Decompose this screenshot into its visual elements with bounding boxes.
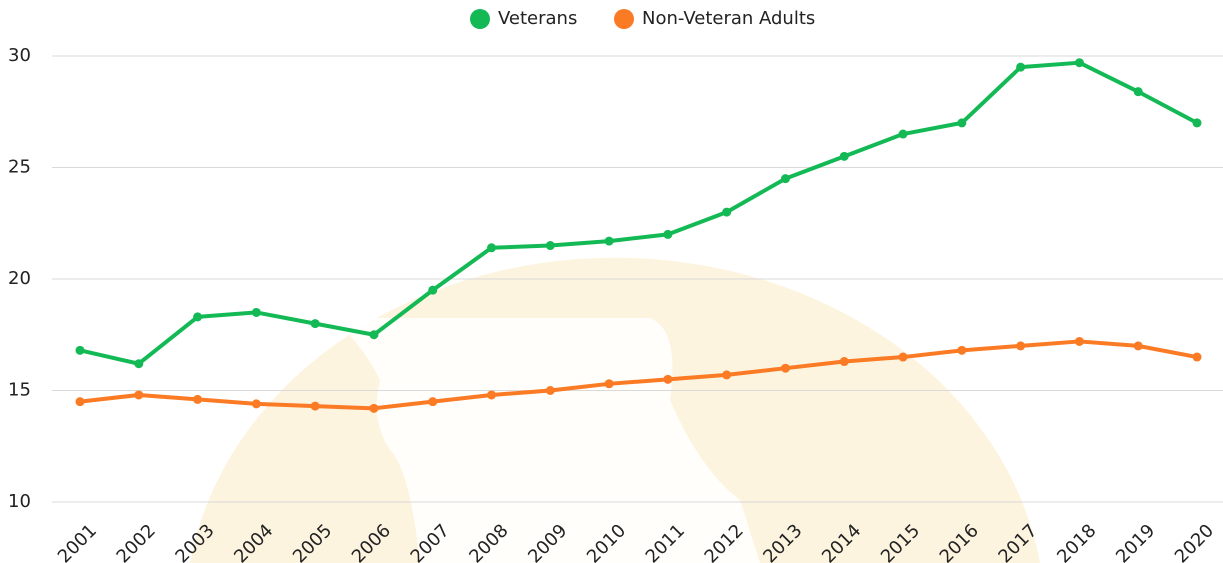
data-point: [369, 404, 378, 413]
data-point: [76, 346, 85, 355]
x-tick-label: 2001: [54, 520, 101, 563]
data-point: [1016, 63, 1025, 72]
x-tick-label: 2020: [1171, 520, 1218, 563]
data-point: [311, 319, 320, 328]
data-point: [605, 237, 614, 246]
data-point: [369, 330, 378, 339]
data-point: [957, 118, 966, 127]
data-point: [1193, 353, 1202, 362]
data-point: [1134, 87, 1143, 96]
data-point: [899, 353, 908, 362]
data-point: [663, 375, 672, 384]
data-point: [134, 359, 143, 368]
data-point: [957, 346, 966, 355]
data-point: [428, 286, 437, 295]
data-point: [722, 370, 731, 379]
data-point: [840, 357, 849, 366]
legend-label: Non-Veteran Adults: [642, 8, 815, 29]
data-point: [252, 399, 261, 408]
data-point: [252, 308, 261, 317]
data-point: [840, 152, 849, 161]
y-tick-label: 10: [8, 491, 31, 512]
data-point: [899, 130, 908, 139]
legend: Veterans Non-Veteran Adults: [470, 8, 815, 29]
data-point: [428, 397, 437, 406]
data-point: [1016, 341, 1025, 350]
chart: 1015202530200120022003200420052006200720…: [0, 0, 1223, 563]
y-tick-label: 30: [8, 45, 31, 66]
legend-marker: [470, 9, 490, 29]
data-point: [663, 230, 672, 239]
data-point: [193, 312, 202, 321]
legend-label: Veterans: [498, 8, 577, 29]
data-point: [546, 386, 555, 395]
data-point: [722, 208, 731, 217]
data-point: [487, 390, 496, 399]
data-point: [781, 174, 790, 183]
data-point: [134, 390, 143, 399]
data-point: [1193, 118, 1202, 127]
y-tick-label: 25: [8, 157, 31, 178]
x-tick-label: 2019: [1112, 520, 1159, 563]
data-point: [1134, 341, 1143, 350]
data-point: [193, 395, 202, 404]
data-point: [546, 241, 555, 250]
data-point: [1075, 337, 1084, 346]
y-tick-label: 20: [8, 268, 31, 289]
x-tick-label: 2018: [1053, 520, 1100, 563]
data-point: [781, 364, 790, 373]
y-tick-label: 15: [8, 380, 31, 401]
data-point: [605, 379, 614, 388]
data-point: [1075, 58, 1084, 67]
legend-marker: [614, 9, 634, 29]
data-point: [76, 397, 85, 406]
x-tick-label: 2002: [113, 520, 160, 563]
data-point: [487, 243, 496, 252]
data-point: [311, 402, 320, 411]
